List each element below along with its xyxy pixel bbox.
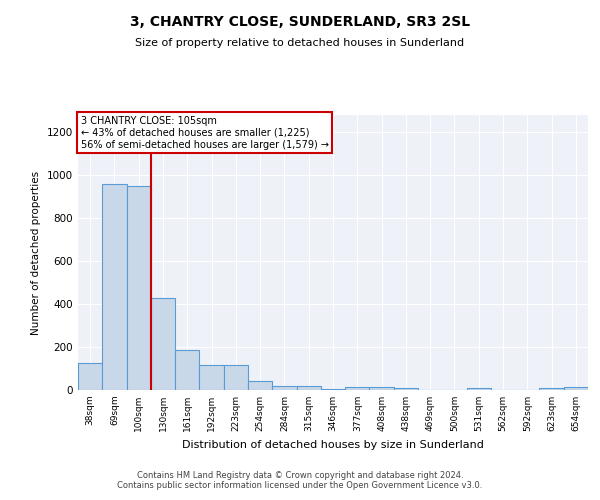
- Y-axis label: Number of detached properties: Number of detached properties: [31, 170, 41, 334]
- Bar: [175, 350, 199, 390]
- Text: Contains HM Land Registry data © Crown copyright and database right 2024.
Contai: Contains HM Land Registry data © Crown c…: [118, 470, 482, 490]
- Bar: [224, 366, 248, 390]
- Bar: [272, 386, 296, 390]
- Bar: [296, 386, 321, 390]
- Text: 3, CHANTRY CLOSE, SUNDERLAND, SR3 2SL: 3, CHANTRY CLOSE, SUNDERLAND, SR3 2SL: [130, 15, 470, 29]
- Bar: [248, 381, 272, 390]
- Bar: [127, 186, 151, 390]
- X-axis label: Distribution of detached houses by size in Sunderland: Distribution of detached houses by size …: [182, 440, 484, 450]
- Bar: [345, 387, 370, 390]
- Bar: [467, 388, 491, 390]
- Bar: [564, 388, 588, 390]
- Text: Size of property relative to detached houses in Sunderland: Size of property relative to detached ho…: [136, 38, 464, 48]
- Bar: [102, 184, 127, 390]
- Text: 3 CHANTRY CLOSE: 105sqm
← 43% of detached houses are smaller (1,225)
56% of semi: 3 CHANTRY CLOSE: 105sqm ← 43% of detache…: [80, 116, 329, 150]
- Bar: [394, 388, 418, 390]
- Bar: [199, 366, 224, 390]
- Bar: [321, 389, 345, 390]
- Bar: [539, 388, 564, 390]
- Bar: [151, 298, 175, 390]
- Bar: [78, 363, 102, 390]
- Bar: [370, 387, 394, 390]
